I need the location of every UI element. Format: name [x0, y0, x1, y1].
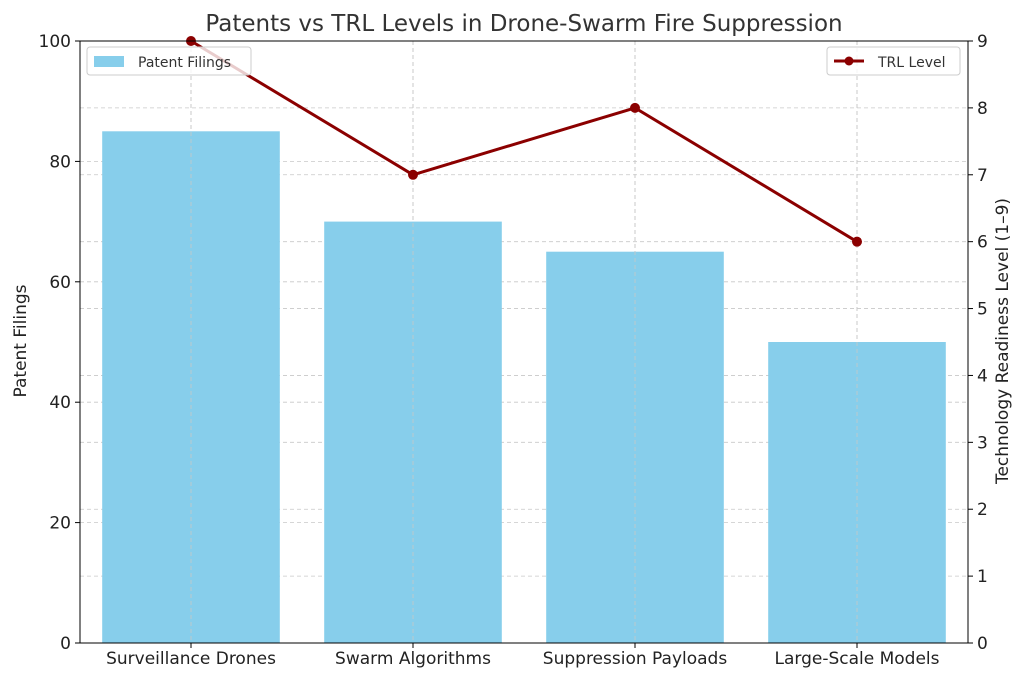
bar [324, 221, 502, 643]
left-tick-label: 20 [49, 514, 71, 534]
right-tick-label: 9 [977, 32, 988, 52]
left-tick-label: 40 [49, 393, 71, 413]
right-tick-label: 2 [977, 500, 988, 520]
trl-point [408, 169, 418, 180]
right-tick-label: 1 [977, 567, 988, 587]
left-tick-label: 60 [49, 273, 71, 293]
right-tick-label: 5 [977, 300, 988, 320]
legend-line-marker [844, 56, 854, 66]
trl-line-series [186, 36, 862, 247]
x-tick-label: Large-Scale Models [774, 649, 939, 669]
legend-trl-level: TRL Level [826, 46, 961, 76]
right-tick-label: 7 [977, 166, 988, 186]
left-tick-label: 100 [39, 32, 71, 52]
chart-title: Patents vs TRL Levels in Drone-Swarm Fir… [205, 11, 842, 37]
x-tick-label: Surveillance Drones [106, 649, 276, 669]
trl-line [190, 39, 858, 243]
trl-point [630, 102, 640, 113]
left-axis-title: Patent Filings [11, 284, 31, 397]
axes: 0 20 40 60 80 100 0 1 2 3 4 5 6 7 8 9 Surveillance Drone… [39, 32, 988, 669]
x-tick-label: Swarm Algorithms [335, 649, 491, 669]
legend-bar-swatch [94, 56, 124, 67]
legend-line-label: TRL Level [877, 55, 945, 71]
left-tick-label: 0 [60, 634, 71, 654]
right-axis-title: Technology Readiness Level (1–9) [993, 198, 1013, 485]
trl-point [852, 236, 862, 247]
right-tick-label: 4 [977, 366, 988, 386]
legend-patent-filings: Patent Filings [86, 46, 252, 76]
right-tick-label: 0 [977, 634, 988, 654]
x-tick-label: Suppression Payloads [543, 649, 728, 669]
left-tick-label: 80 [49, 152, 71, 172]
legend-bar-label: Patent Filings [138, 55, 231, 71]
bars [102, 41, 946, 644]
right-tick-label: 8 [977, 99, 988, 119]
right-tick-label: 6 [977, 233, 988, 253]
right-tick-label: 3 [977, 433, 988, 453]
